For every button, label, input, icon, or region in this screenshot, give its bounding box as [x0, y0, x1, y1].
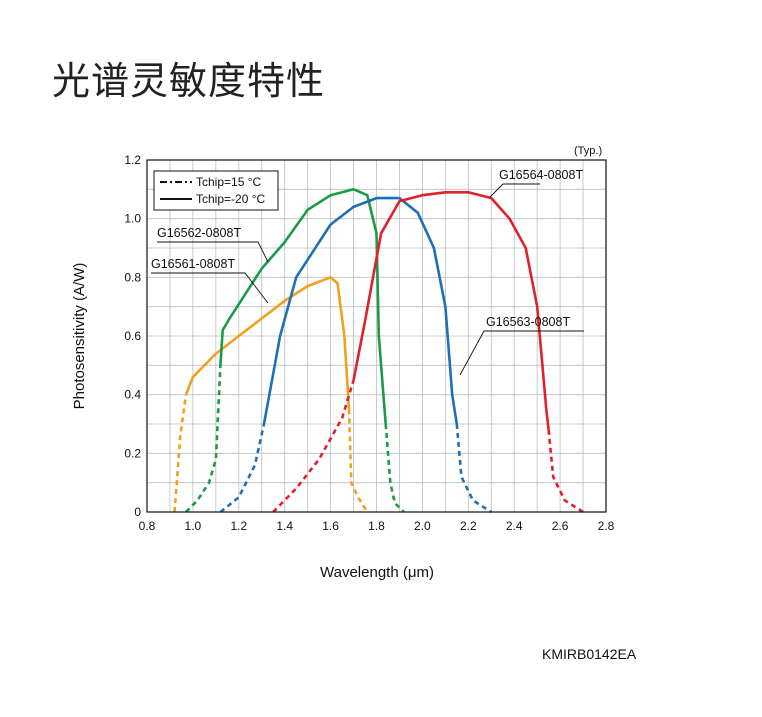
annotations: G16564-0808T G16562-0808T G16561-0808T G165…: [151, 168, 584, 376]
series-g16561-0808t-line: [184, 276, 351, 410]
series-g16564-0808t-low-segment: [272, 379, 355, 513]
x-tick-label: 2.4: [506, 519, 523, 533]
annotation-leader: [151, 272, 269, 304]
series-g16563-0808t-line: [262, 196, 459, 425]
x-tick-label: 0.8: [139, 519, 156, 533]
series-g16563-0808t-low-segment: [219, 423, 266, 514]
y-tick-label: 0: [134, 505, 141, 519]
plot-frame: [146, 159, 607, 513]
series-layer: [173, 188, 584, 514]
series-g16562-0808t-low-segment: [185, 365, 222, 513]
annotation-leader: [489, 183, 540, 198]
y-tick-label: 1.2: [124, 153, 141, 167]
series-g16563-0808t-tail-segment: [455, 423, 492, 514]
annotation-label: G16563-0808T: [486, 315, 570, 329]
x-tick-label: 2.2: [460, 519, 477, 533]
x-tick-label: 1.6: [322, 519, 339, 533]
legend-box: [153, 170, 279, 211]
tick-labels: 0.8 1.0 1.2 1.4 1.6 1.8 2.0 2.2 2.4 2.6 2.8 0 0.2 0.4…: [124, 153, 614, 533]
series-g16564-0808t-tail-segment: [547, 429, 584, 514]
legend-label-15c: Tchip=15 °C: [196, 175, 262, 189]
page-title: 光谱灵敏度特性: [52, 59, 326, 103]
annotation-label: G16561-0808T: [151, 257, 235, 271]
series-g16564-0808t-line: [352, 191, 550, 431]
y-axis-label: Photosensitivity (A/W): [71, 263, 88, 410]
series-g16561-0808t-tail-segment: [347, 409, 369, 513]
figure-code: KMIRB0142EA: [542, 646, 637, 662]
x-tick-label: 2.6: [552, 519, 569, 533]
y-tick-label: 0.2: [124, 446, 141, 460]
x-tick-label: 1.4: [276, 519, 293, 533]
series-g16562-0808t-tail-segment: [384, 423, 405, 513]
annotation-leader: [157, 241, 269, 263]
typ-label: (Typ.): [574, 145, 602, 157]
annotation-leader: [459, 330, 584, 376]
x-tick-label: 1.0: [185, 519, 202, 533]
y-tick-label: 0.6: [124, 329, 141, 343]
y-tick-label: 0.8: [124, 270, 141, 284]
y-tick-label: 1.0: [124, 212, 141, 226]
legend: Tchip=15 °C Tchip=-20 °C: [153, 170, 279, 211]
annotation-label: G16562-0808T: [157, 226, 241, 240]
x-tick-label: 2.0: [414, 519, 431, 533]
grid: [146, 159, 607, 513]
x-tick-label: 2.8: [598, 519, 615, 533]
x-tick-label: 1.8: [368, 519, 385, 533]
x-tick-label: 1.2: [230, 519, 247, 533]
x-axis-label: Wavelength (μm): [320, 564, 434, 581]
annotation-label: G16564-0808T: [499, 168, 583, 182]
y-tick-label: 0.4: [124, 388, 141, 402]
legend-label-minus20c: Tchip=-20 °C: [196, 192, 265, 206]
